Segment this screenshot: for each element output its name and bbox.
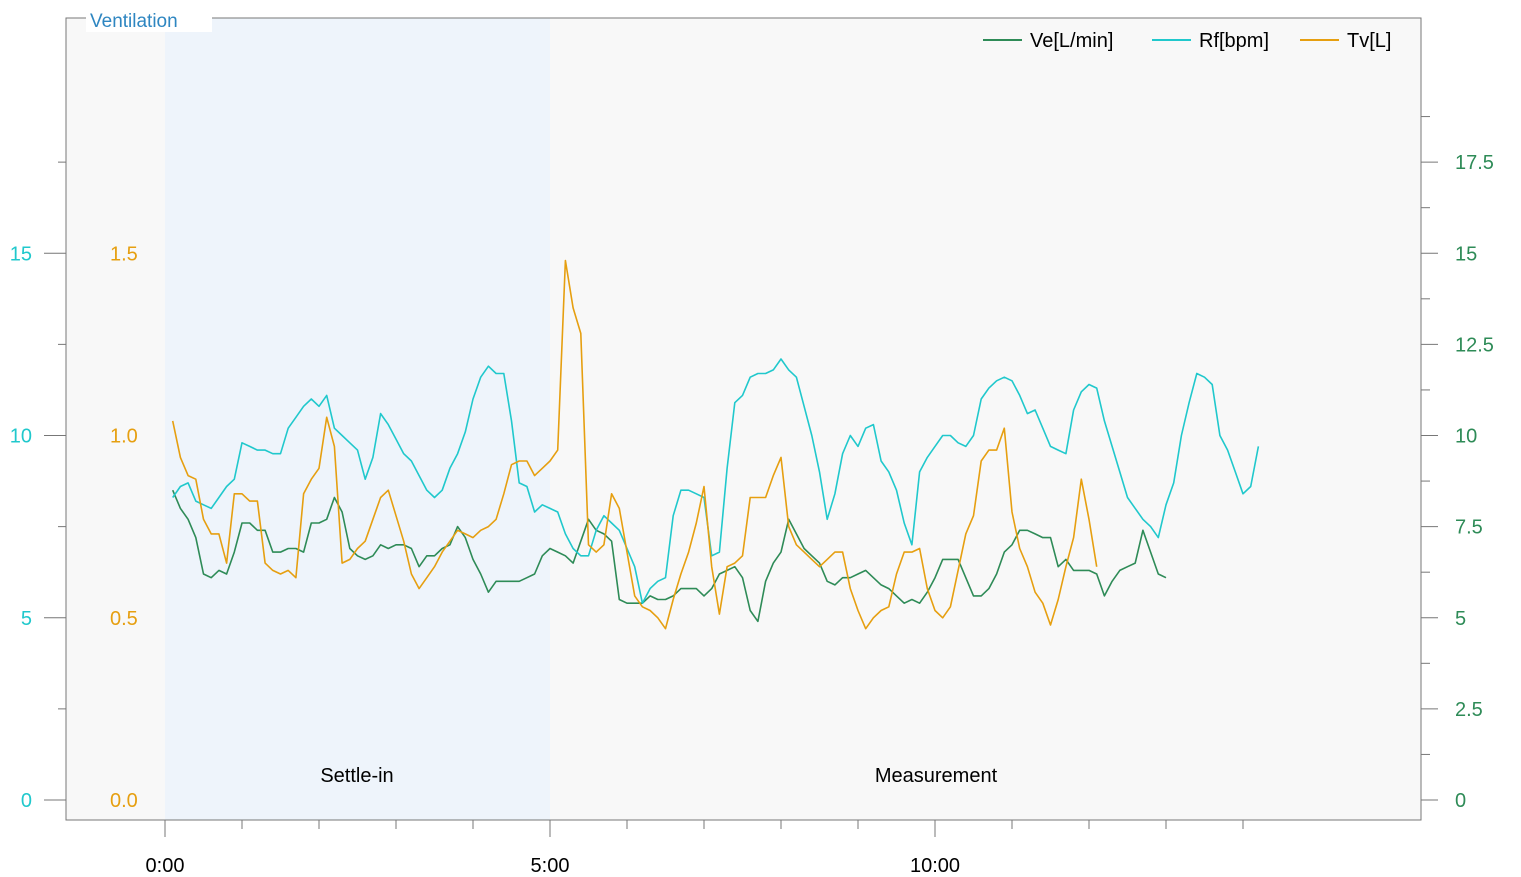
series-layer — [171, 259, 1260, 630]
tv-tick-label: 1.5 — [110, 243, 138, 265]
legend-label-tv: Tv[L] — [1347, 30, 1391, 52]
tv-tick-label: 1.0 — [110, 426, 138, 448]
ve-tick-label: 5 — [1455, 608, 1466, 630]
settle-in-region — [165, 18, 550, 820]
plot-frame — [65, 17, 1422, 821]
panel-title: Ventilation — [90, 11, 178, 32]
rf-tick-label: 10 — [10, 426, 32, 448]
tv-tick-label: 0.5 — [110, 608, 138, 630]
legend-label-rf: Rf[bpm] — [1199, 30, 1269, 52]
legend-label-ve: Ve[L/min] — [1030, 30, 1113, 52]
ve-tick-label: 2.5 — [1455, 699, 1483, 721]
series-line-tv — [171, 259, 1098, 630]
ve-tick-label: 7.5 — [1455, 517, 1483, 539]
axis-layer: 0:00 5:00 10:00 0 5 10 15 0.0 0.5 1.0 1.5 0 2.5 5 7.5 1… — [10, 116, 1494, 877]
x-tick-label: 0:00 — [146, 855, 185, 877]
region-label-measurement: Measurement — [875, 765, 998, 787]
ve-tick-label: 12.5 — [1455, 334, 1494, 356]
panel-title-backdrop — [86, 6, 212, 32]
ve-tick-label: 15 — [1455, 243, 1477, 265]
region-label-settle-in: Settle-in — [320, 765, 393, 787]
x-tick-label: 10:00 — [910, 855, 960, 877]
ve-tick-label: 10 — [1455, 426, 1477, 448]
x-tick-label: 5:00 — [531, 855, 570, 877]
rf-tick-label: 15 — [10, 243, 32, 265]
legend: Ve[L/min] Rf[bpm] Tv[L] — [983, 30, 1391, 52]
series-line-rf — [172, 358, 1260, 605]
tv-tick-label: 0.0 — [110, 790, 138, 812]
ve-tick-label: 17.5 — [1455, 152, 1494, 174]
rf-tick-label: 0 — [21, 790, 32, 812]
ve-tick-label: 0 — [1455, 790, 1466, 812]
rf-tick-label: 5 — [21, 608, 32, 630]
